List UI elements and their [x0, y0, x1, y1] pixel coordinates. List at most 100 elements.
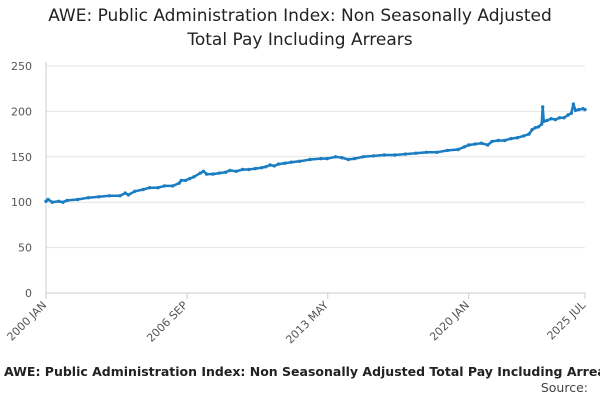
data-point [192, 175, 196, 179]
data-point [573, 108, 578, 113]
data-point [57, 199, 61, 203]
data-point [177, 181, 181, 185]
chart-title-line-2: Total Pay Including Arrears [187, 30, 413, 50]
data-point [268, 163, 272, 167]
data-point [541, 105, 545, 109]
data-point [86, 196, 91, 200]
data-point [259, 166, 264, 170]
y-tick-label: 250 [11, 60, 32, 73]
x-tick-label: 2013 MAY [283, 299, 331, 347]
data-point [456, 147, 460, 152]
data-point [217, 171, 221, 175]
data-point [361, 155, 365, 159]
y-tick-label: 0 [25, 287, 32, 300]
data-point [133, 189, 137, 193]
y-tick-label: 100 [11, 196, 32, 209]
series-line [45, 102, 586, 204]
x-tick-label: 2006 SEP [144, 299, 190, 345]
data-point [490, 139, 494, 144]
data-point [46, 197, 50, 202]
data-point [65, 198, 69, 203]
data-point [352, 156, 357, 161]
data-point [340, 156, 344, 160]
gridlines [46, 65, 585, 249]
data-point [486, 143, 490, 147]
data-point [527, 132, 531, 136]
data-point [308, 157, 312, 162]
source-label: Source: [540, 380, 588, 395]
data-point [224, 170, 228, 174]
data-point [496, 138, 500, 143]
data-point [234, 169, 238, 173]
data-point [393, 153, 397, 157]
data-point [403, 152, 407, 156]
data-point [141, 187, 145, 192]
x-tick-label: 2000 JAN [5, 299, 50, 344]
data-point [503, 138, 507, 143]
data-point [283, 161, 287, 165]
data-point [540, 122, 544, 126]
data-point [183, 178, 188, 183]
data-point [319, 156, 323, 161]
data-point [473, 142, 477, 146]
data-point [533, 126, 537, 130]
y-tick-label: 200 [11, 105, 32, 118]
data-point [228, 168, 232, 173]
data-point [445, 148, 450, 153]
x-tick-label: 2020 JAN [427, 299, 472, 344]
data-point [522, 134, 526, 138]
data-point [530, 127, 534, 132]
series-layer [44, 102, 587, 204]
data-point [276, 162, 281, 166]
data-point [240, 167, 245, 172]
data-point [272, 164, 276, 168]
data-point [97, 195, 101, 199]
data-point [118, 194, 122, 198]
axes: 0 50 100 150 200 250 2000 JAN 2006 SEP 2013 MAY 2… [5, 60, 589, 346]
data-point [50, 200, 54, 204]
data-point [123, 191, 128, 195]
data-point [204, 172, 209, 176]
data-point [467, 143, 471, 147]
data-point [462, 145, 467, 149]
data-point [289, 160, 293, 164]
chart-title-line-1: AWE: Public Administration Index: Non Se… [48, 6, 552, 26]
data-point [126, 193, 131, 197]
data-point [253, 166, 257, 171]
data-point [201, 169, 206, 173]
data-point [371, 154, 376, 158]
y-tick-label: 50 [18, 242, 32, 255]
data-point [577, 107, 581, 112]
x-tick-label: 2025 JUL [545, 298, 589, 342]
data-point [198, 171, 202, 175]
data-point [297, 159, 302, 163]
data-point [553, 117, 558, 122]
data-point [545, 118, 549, 123]
data-point [557, 116, 562, 120]
data-point [211, 172, 215, 176]
data-point [325, 156, 329, 161]
data-point [571, 102, 576, 106]
legend-label: AWE: Public Administration Index: Non Se… [4, 364, 600, 379]
data-point [76, 197, 80, 202]
data-point [61, 200, 65, 204]
data-point [188, 176, 192, 181]
data-point [479, 141, 484, 145]
data-point [566, 113, 570, 117]
data-point [162, 184, 167, 188]
data-point [424, 150, 429, 154]
data-point [549, 117, 553, 121]
data-point [509, 136, 513, 141]
data-point [515, 136, 520, 140]
data-point [107, 194, 112, 198]
data-point [264, 165, 268, 169]
data-point [542, 119, 546, 124]
data-point [562, 116, 566, 120]
data-point [435, 150, 439, 154]
data-point [536, 125, 541, 129]
data-point [171, 184, 175, 188]
data-point [333, 155, 338, 159]
y-tick-label: 150 [11, 151, 32, 164]
data-point [156, 186, 160, 190]
